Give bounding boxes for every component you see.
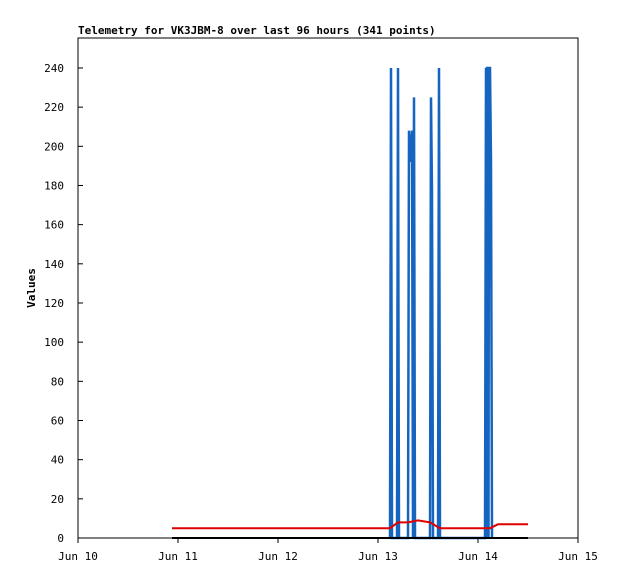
y-tick-label: 160 [44, 219, 64, 232]
y-tick-label: 140 [44, 258, 64, 271]
series-line [388, 66, 494, 540]
y-tick-label: 240 [44, 62, 64, 75]
x-tick-label: Jun 11 [158, 550, 198, 563]
y-axis-label: Values [25, 268, 38, 308]
chart-title: Telemetry for VK3JBM-8 over last 96 hour… [78, 24, 436, 37]
x-tick-label: Jun 15 [558, 550, 598, 563]
y-tick-label: 80 [51, 375, 64, 388]
y-tick-label: 200 [44, 140, 64, 153]
x-tick-label: Jun 13 [358, 550, 398, 563]
y-tick-label: 100 [44, 336, 64, 349]
x-tick-label: Jun 12 [258, 550, 298, 563]
y-tick-label: 120 [44, 297, 64, 310]
y-tick-label: 60 [51, 414, 64, 427]
x-tick-label: Jun 14 [458, 550, 498, 563]
x-tick-label: Jun 10 [58, 550, 98, 563]
series-line [172, 519, 528, 530]
y-tick-label: 40 [51, 454, 64, 467]
y-tick-label: 180 [44, 179, 64, 192]
y-tick-label: 0 [57, 532, 64, 545]
y-tick-label: 220 [44, 101, 64, 114]
y-tick-label: 20 [51, 493, 64, 506]
